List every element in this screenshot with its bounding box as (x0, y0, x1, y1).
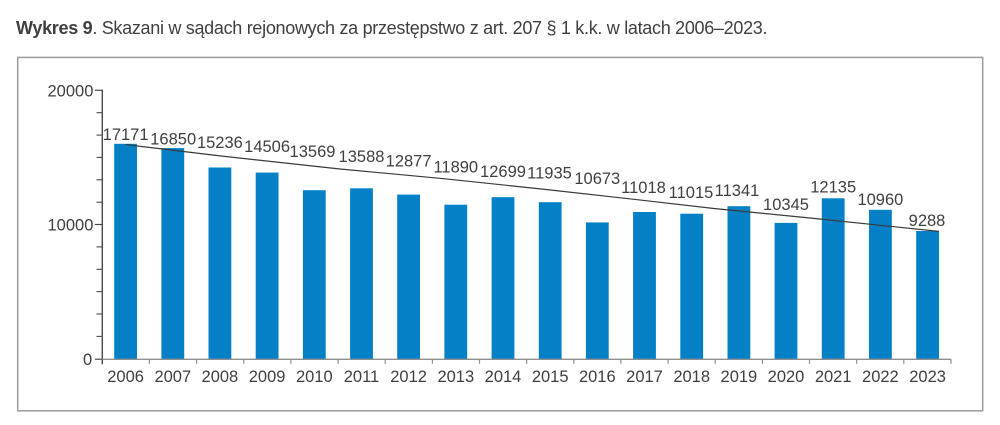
svg-text:0: 0 (83, 351, 92, 369)
svg-text:2009: 2009 (249, 368, 286, 386)
svg-text:11015: 11015 (669, 184, 714, 202)
svg-text:2019: 2019 (721, 368, 758, 386)
svg-text:14506: 14506 (244, 138, 290, 156)
svg-text:2007: 2007 (154, 368, 191, 386)
svg-text:10960: 10960 (857, 191, 903, 209)
svg-text:2012: 2012 (390, 368, 427, 386)
svg-text:2022: 2022 (862, 368, 899, 386)
svg-text:13588: 13588 (339, 148, 385, 166)
svg-text:2018: 2018 (673, 368, 710, 386)
svg-text:10345: 10345 (763, 196, 809, 214)
svg-text:11341: 11341 (715, 182, 760, 200)
svg-text:20000: 20000 (48, 83, 94, 101)
svg-text:10673: 10673 (574, 170, 620, 188)
svg-text:16850: 16850 (150, 130, 196, 148)
svg-text:12135: 12135 (810, 179, 856, 197)
svg-text:2008: 2008 (202, 368, 239, 386)
svg-text:12877: 12877 (386, 153, 432, 171)
svg-text:12699: 12699 (480, 163, 526, 181)
svg-text:2020: 2020 (768, 368, 805, 386)
svg-text:2014: 2014 (485, 368, 522, 386)
svg-text:2016: 2016 (579, 368, 616, 386)
svg-text:11890: 11890 (433, 158, 478, 176)
svg-text:2013: 2013 (437, 368, 474, 386)
svg-text:17171: 17171 (103, 126, 149, 144)
svg-text:2023: 2023 (909, 368, 946, 386)
svg-text:9288: 9288 (909, 212, 946, 230)
svg-text:2010: 2010 (296, 368, 333, 386)
svg-text:10000: 10000 (48, 217, 94, 235)
svg-text:2011: 2011 (344, 368, 379, 386)
svg-text:2006: 2006 (107, 368, 144, 386)
svg-text:11935: 11935 (527, 165, 572, 183)
svg-text:11018: 11018 (621, 179, 666, 197)
svg-text:2021: 2021 (815, 368, 852, 386)
svg-text:2015: 2015 (532, 368, 569, 386)
svg-text:2017: 2017 (626, 368, 663, 386)
svg-text:13569: 13569 (290, 143, 336, 161)
svg-text:15236: 15236 (197, 134, 243, 152)
